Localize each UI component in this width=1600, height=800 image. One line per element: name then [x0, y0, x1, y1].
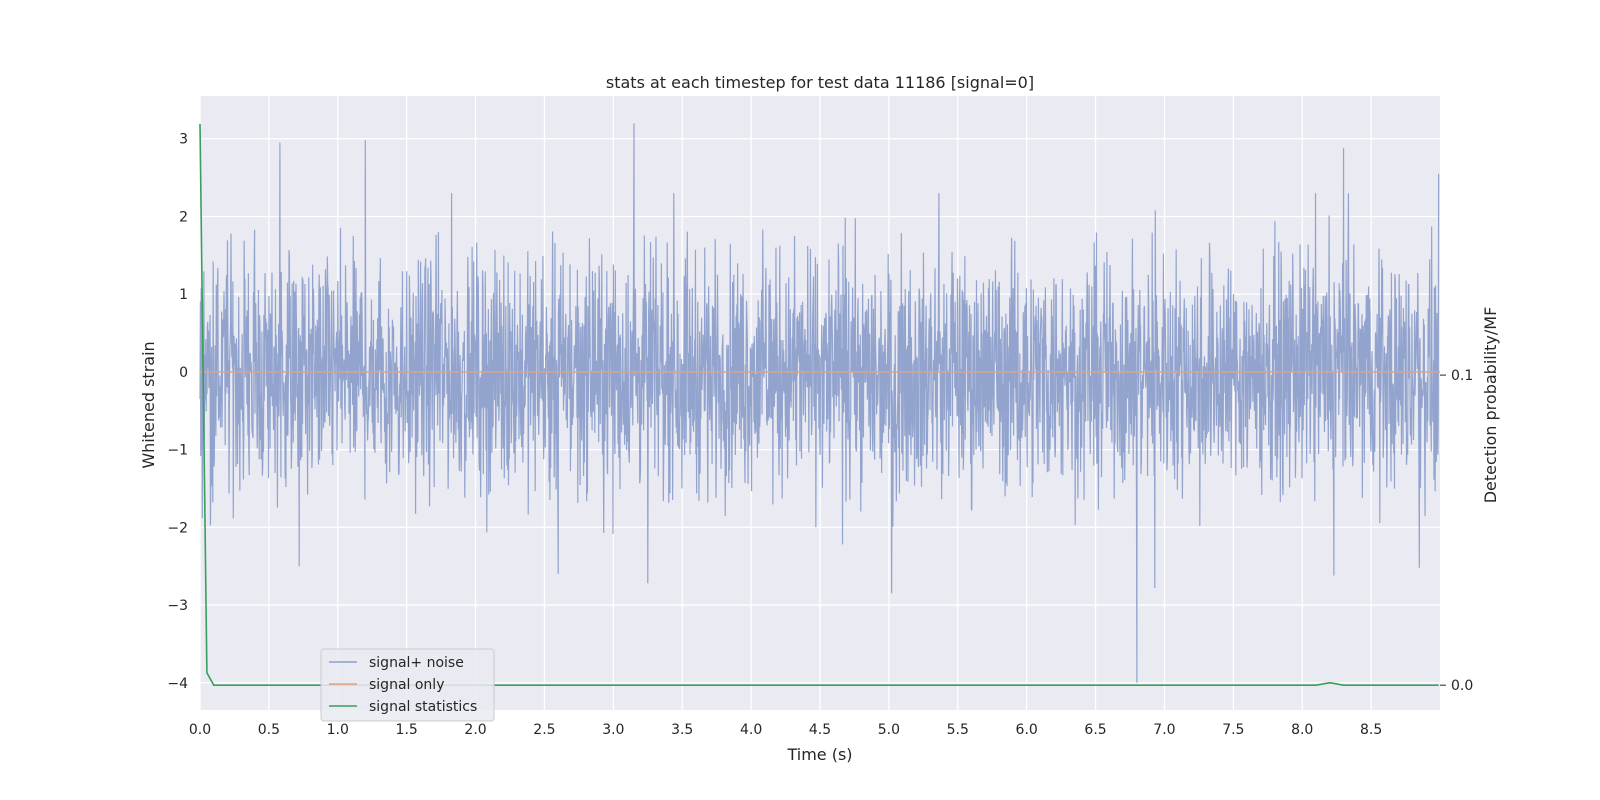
y-tick-label: −1 — [167, 443, 188, 459]
legend-label-signal-only: signal only — [369, 677, 444, 693]
x-tick-label: 4.0 — [740, 722, 762, 738]
x-tick-label: 2.0 — [464, 722, 486, 738]
plot-area — [199, 123, 1440, 686]
x-tick-label: 0.0 — [189, 722, 211, 738]
tick-labels: 0.0 0.5 1.0 1.5 2.0 2.5 3.0 3.5 4.0 4.5 5.0 5.5 6.0 6… — [167, 132, 1473, 738]
y-axis-label: Whitened strain — [139, 341, 158, 468]
x-tick-label: 2.5 — [533, 722, 555, 738]
series-signal-statistics-line — [199, 123, 1439, 686]
y-tick-label: 0 — [179, 365, 188, 381]
x-tick-label: 3.5 — [671, 722, 693, 738]
y-tick-label: −3 — [167, 598, 188, 614]
y-right-tick-label: 0.0 — [1451, 678, 1473, 694]
legend-box — [320, 648, 495, 722]
series-signal-noise-line — [199, 123, 1440, 683]
legend-label-signal-noise: signal+ noise — [369, 655, 464, 671]
x-tick-label: 1.0 — [327, 722, 349, 738]
y-tick-label: −4 — [167, 676, 188, 692]
x-tick-label: 0.5 — [258, 722, 280, 738]
x-tick-label: 3.0 — [602, 722, 624, 738]
chart-title: stats at each timestep for test data 111… — [606, 73, 1034, 92]
legend: signal+ noise signal only signal statist… — [320, 648, 495, 722]
y-right-tick-label: 0.1 — [1451, 368, 1473, 384]
y-tick-label: 3 — [179, 132, 188, 148]
x-tick-label: 6.0 — [1016, 722, 1038, 738]
x-tick-label: 5.5 — [947, 722, 969, 738]
x-tick-label: 7.5 — [1222, 722, 1244, 738]
x-tick-label: 8.0 — [1291, 722, 1313, 738]
y-axis-label-right: Detection probability/MF — [1481, 307, 1500, 504]
x-tick-label: 1.5 — [396, 722, 418, 738]
y-tick-label: −2 — [167, 520, 188, 536]
y-tick-label: 2 — [179, 209, 188, 225]
x-tick-label: 6.5 — [1084, 722, 1106, 738]
legend-label-signal-statistics: signal statistics — [369, 699, 477, 715]
y-tick-label: 1 — [179, 287, 188, 303]
x-tick-label: 5.0 — [878, 722, 900, 738]
x-tick-label: 7.0 — [1153, 722, 1175, 738]
x-tick-label: 8.5 — [1360, 722, 1382, 738]
x-tick-label: 4.5 — [809, 722, 831, 738]
x-axis-label: Time (s) — [786, 745, 852, 764]
